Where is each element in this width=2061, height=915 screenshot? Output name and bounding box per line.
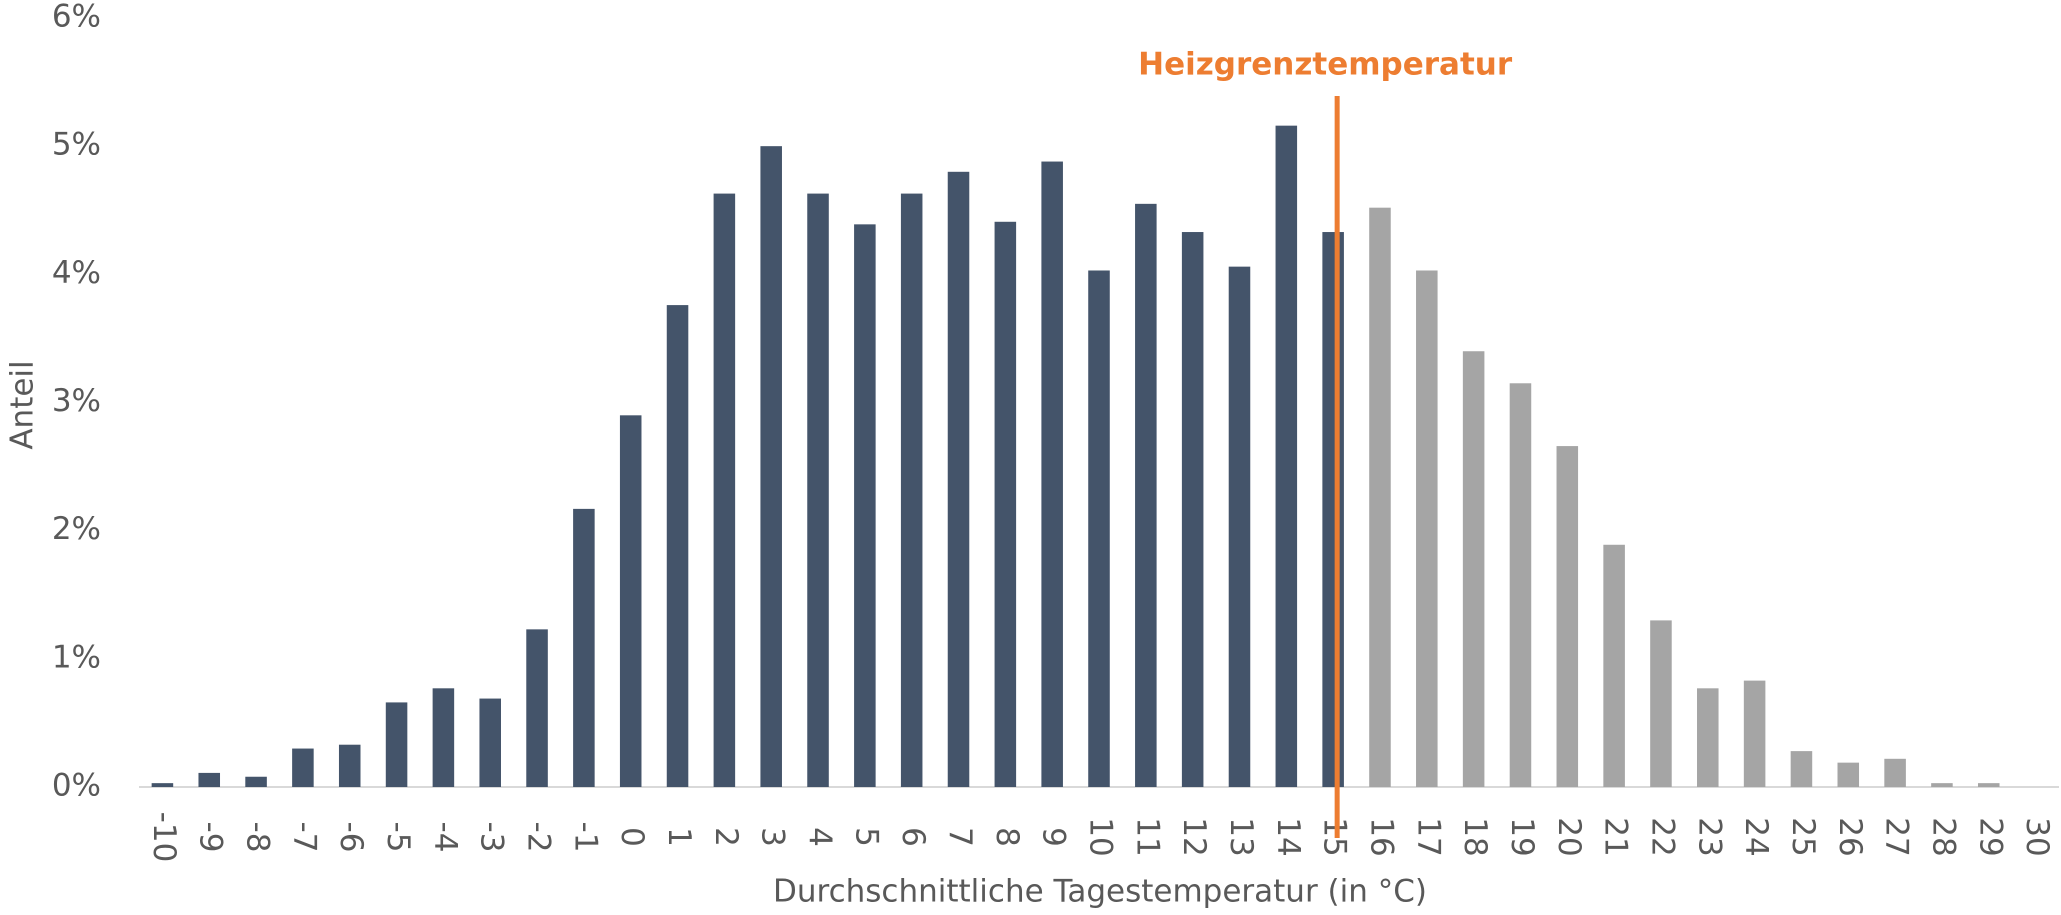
x-tick-label: -3	[474, 822, 510, 853]
x-tick-label: 26	[1832, 817, 1868, 856]
x-tick-label: -4	[427, 822, 463, 853]
x-tick-label: 9	[1036, 827, 1072, 847]
x-tick-label: 22	[1644, 817, 1680, 856]
bar	[573, 508, 595, 787]
bar	[760, 146, 782, 787]
x-tick-label: 20	[1551, 817, 1587, 856]
annotation: Heizgrenztemperatur	[1138, 47, 1513, 83]
x-tick-label: 2	[708, 827, 744, 847]
x-tick-label: -10	[146, 812, 182, 863]
x-tick-label: 24	[1738, 817, 1774, 856]
y-tick-label: 5%	[52, 127, 101, 163]
bar	[947, 171, 970, 788]
x-tick-label: -1	[567, 822, 603, 853]
bar	[1416, 270, 1438, 787]
bar	[1931, 783, 1953, 787]
bar	[1743, 680, 1766, 787]
bar	[1977, 783, 2000, 787]
x-tick-label: 5	[848, 827, 884, 847]
bar	[1462, 351, 1485, 787]
y-tick-label: 4%	[52, 255, 101, 291]
x-tick-label: 17	[1410, 817, 1446, 856]
bar	[1088, 270, 1110, 787]
y-tick-label: 3%	[52, 383, 101, 419]
bar	[151, 783, 174, 787]
x-tick-label: -5	[380, 822, 416, 853]
bar	[1790, 751, 1813, 787]
bar	[666, 305, 689, 787]
x-tick-label: 12	[1176, 817, 1212, 856]
x-tick-label: 28	[1925, 817, 1961, 856]
x-tick-label: -7	[286, 822, 322, 853]
bar	[526, 629, 548, 787]
bar	[338, 744, 361, 787]
x-tick-label: 19	[1504, 817, 1540, 856]
bar	[619, 415, 642, 787]
x-tick-label: 27	[1879, 817, 1915, 856]
x-tick-label: 14	[1270, 817, 1306, 856]
bar	[385, 702, 408, 787]
y-tick-label: 2%	[52, 511, 101, 547]
x-tick-label: 10	[1083, 817, 1119, 856]
bar	[994, 221, 1017, 787]
bar	[807, 193, 829, 788]
x-tick-label: 4	[802, 827, 838, 847]
bar	[1556, 446, 1579, 787]
bar	[713, 193, 736, 788]
x-tick-label: -8	[240, 822, 276, 853]
x-tick-label: 13	[1223, 817, 1259, 856]
x-tick-label: 21	[1598, 817, 1634, 856]
x-tick-label: 6	[895, 827, 931, 847]
bar	[198, 772, 221, 787]
x-tick-label: -9	[193, 822, 229, 853]
bar	[1135, 203, 1157, 787]
bar	[1322, 232, 1344, 787]
y-tick-label: 0%	[52, 768, 101, 804]
y-tick-label: 6%	[52, 0, 101, 35]
x-tick-label: 3	[755, 827, 791, 847]
x-tick-label: 29	[1972, 817, 2008, 856]
bar	[292, 748, 314, 787]
bar	[1275, 125, 1298, 787]
x-tick-label: 23	[1691, 817, 1727, 856]
bar	[1369, 207, 1391, 788]
bar	[854, 224, 876, 787]
bar	[1181, 232, 1204, 787]
x-tick-label: 7	[942, 827, 978, 847]
bar	[900, 193, 923, 788]
bar	[479, 698, 501, 787]
bar	[432, 688, 455, 787]
bar	[1697, 688, 1719, 787]
y-tick-label: 1%	[52, 639, 101, 675]
x-tick-label: 25	[1785, 817, 1821, 856]
x-tick-label: 11	[1129, 817, 1165, 856]
y-axis-title: Anteil	[5, 360, 41, 449]
x-axis-title: Durchschnittliche Tagestemperatur (in °C…	[773, 874, 1427, 910]
bar	[1837, 762, 1860, 787]
x-tick-label: 30	[2019, 817, 2055, 856]
x-tick-label: 8	[989, 827, 1025, 847]
bar	[1650, 620, 1672, 787]
x-tick-label: 0	[614, 827, 650, 847]
bar	[1884, 758, 1906, 787]
x-tick-label: 18	[1457, 817, 1493, 856]
x-tick-label: -6	[333, 822, 369, 853]
bar	[1509, 383, 1532, 787]
x-tick-label: 16	[1363, 817, 1399, 856]
bar	[1603, 544, 1625, 787]
x-tick-label: 1	[661, 827, 697, 847]
x-tick-label: -2	[521, 822, 557, 853]
bar	[1228, 266, 1251, 788]
bar	[245, 776, 267, 787]
bar	[1041, 161, 1063, 788]
